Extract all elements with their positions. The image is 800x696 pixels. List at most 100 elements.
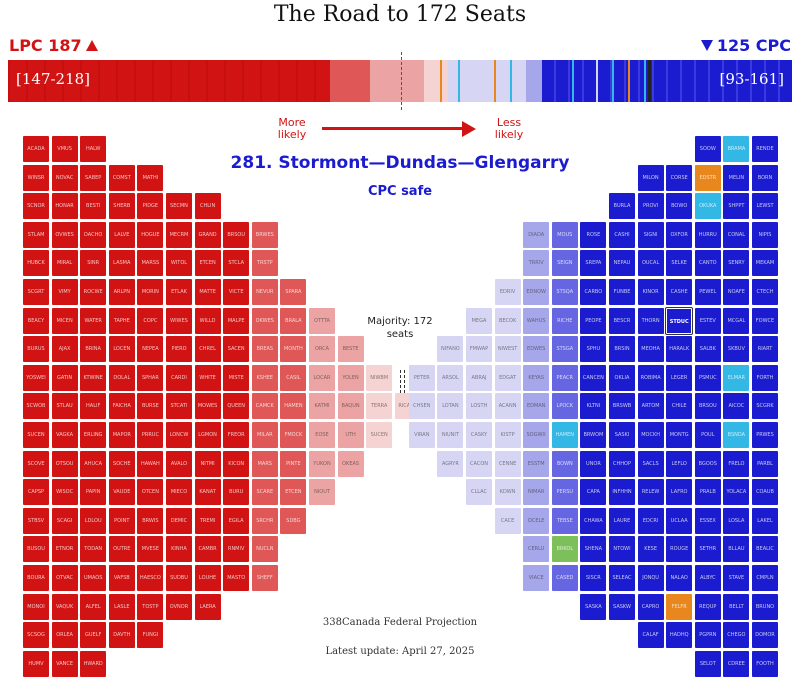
- riding-cell-cpc-meoha[interactable]: MEOHA: [637, 336, 664, 363]
- riding-cell-lpc-victe[interactable]: VICTE: [223, 279, 250, 305]
- riding-cell-cpc-abraj[interactable]: ABRAJ: [466, 364, 492, 391]
- riding-cell-cpc-unor[interactable]: UNOR: [580, 450, 607, 477]
- riding-cell-cpc-rouge[interactable]: ROUGE: [666, 536, 693, 563]
- riding-cell-lpc-mars[interactable]: MARS: [251, 450, 278, 477]
- riding-cell-cpc-stduc[interactable]: STDUC: [665, 306, 694, 335]
- riding-cell-cpc-kese[interactable]: KESE: [637, 536, 664, 563]
- riding-cell-cpc-leger[interactable]: LEGER: [666, 364, 693, 391]
- riding-cell-lpc-burse[interactable]: BURSE: [137, 393, 164, 420]
- riding-cell-cpc-senry[interactable]: SENRY: [723, 250, 750, 277]
- riding-cell-cpc-laure[interactable]: LAURE: [609, 507, 635, 534]
- riding-cell-lpc-sucen[interactable]: SUCEN: [23, 422, 49, 448]
- riding-cell-cpc-lotan[interactable]: LOTAN: [437, 393, 464, 420]
- riding-cell-lpc-miral[interactable]: MIRAL: [51, 250, 78, 277]
- riding-cell-cpc-scgrk[interactable]: SCGRK: [752, 393, 778, 420]
- riding-cell-cpc-stave[interactable]: STAVE: [723, 565, 750, 591]
- riding-cell-lpc-erling[interactable]: ERLING: [80, 422, 107, 448]
- riding-cell-cpc-brama[interactable]: BRAMA: [723, 136, 750, 162]
- riding-cell-lpc-brsou[interactable]: BRSOU: [223, 221, 250, 248]
- riding-cell-lpc-pidge[interactable]: PIDGE: [137, 193, 164, 220]
- riding-cell-lpc-beste[interactable]: BESTE: [337, 336, 364, 363]
- riding-cell-lpc-sheff[interactable]: SHEFF: [251, 565, 278, 591]
- riding-cell-lpc-breas[interactable]: BREAS: [251, 336, 278, 363]
- riding-cell-cpc-funbe[interactable]: FUNBE: [609, 279, 635, 305]
- riding-cell-lpc-milar[interactable]: MILAR: [251, 422, 278, 448]
- riding-cell-lpc-humv[interactable]: HUMV: [23, 650, 49, 677]
- riding-cell-lpc-nitmi[interactable]: NITMI: [194, 450, 221, 477]
- riding-cell-lpc-piero[interactable]: PIERO: [166, 336, 192, 363]
- riding-cell-lpc-papin[interactable]: PAPIN: [80, 479, 107, 506]
- riding-cell-cpc-bescr[interactable]: BESCR: [609, 307, 635, 334]
- riding-cell-cpc-kistp[interactable]: KISTP: [494, 422, 521, 448]
- riding-cell-cpc-relew[interactable]: RELEW: [637, 479, 664, 506]
- riding-cell-lpc-yoswei[interactable]: YOSWEI: [23, 364, 49, 391]
- riding-cell-cpc-estev[interactable]: ESTEV: [694, 307, 721, 334]
- riding-cell-lpc-scnor[interactable]: SCNOR: [23, 193, 49, 220]
- riding-cell-cpc-casky[interactable]: CASKY: [466, 422, 492, 448]
- riding-cell-cpc-calaf[interactable]: CALAF: [637, 622, 664, 649]
- riding-cell-cpc-kltni[interactable]: KLTNI: [580, 393, 607, 420]
- riding-cell-cpc-capro[interactable]: CAPRO: [637, 593, 664, 620]
- riding-cell-lpc-yolen[interactable]: YOLEN: [337, 364, 364, 391]
- riding-cell-lpc-hawah[interactable]: HAWAH: [137, 450, 164, 477]
- riding-cell-cpc-pewel[interactable]: PEWEL: [694, 279, 721, 305]
- riding-cell-lpc-brwes[interactable]: BRWES: [251, 221, 278, 248]
- riding-cell-cpc-viace[interactable]: VIACE: [523, 565, 550, 591]
- riding-cell-cpc-peter[interactable]: PETER: [408, 364, 435, 391]
- riding-cell-lpc-grand[interactable]: GRAND: [194, 221, 221, 248]
- riding-cell-lpc-wisoc[interactable]: WISOC: [51, 479, 78, 506]
- riding-cell-lpc-soche[interactable]: SOCHE: [108, 450, 135, 477]
- riding-cell-lpc-brala[interactable]: BRALA: [280, 307, 307, 334]
- riding-cell-lpc-busou[interactable]: BUSOU: [23, 536, 49, 563]
- riding-cell-cpc-cace[interactable]: CACE: [494, 507, 521, 534]
- riding-cell-cpc-edgat[interactable]: EDGAT: [494, 364, 521, 391]
- riding-cell-cpc-melin[interactable]: MELIN: [723, 164, 750, 191]
- riding-cell-lpc-cardi[interactable]: CARDI: [166, 364, 192, 391]
- riding-cell-lpc-scwob[interactable]: SCWOB: [23, 393, 49, 420]
- riding-cell-cpc-parbl[interactable]: PARBL: [752, 450, 778, 477]
- riding-cell-cpc-cerlu[interactable]: CERLU: [523, 536, 550, 563]
- riding-cell-cpc-riart[interactable]: RIART: [752, 336, 778, 363]
- riding-cell-cpc-chhop[interactable]: CHHOP: [609, 450, 635, 477]
- riding-cell-cpc-acann[interactable]: ACANN: [494, 393, 521, 420]
- riding-cell-lpc-mvese[interactable]: MVESE: [137, 536, 164, 563]
- riding-cell-lpc-niout[interactable]: NIOUT: [309, 479, 335, 506]
- riding-cell-cpc-mekam[interactable]: MEKAM: [752, 250, 778, 277]
- riding-cell-lpc-month[interactable]: MONTH: [280, 336, 307, 363]
- riding-cell-cpc-lakel[interactable]: LAKEL: [752, 507, 778, 534]
- riding-cell-cpc-nepau[interactable]: NEPAU: [609, 250, 635, 277]
- riding-cell-cpc-riche[interactable]: RICHE: [551, 307, 578, 334]
- riding-cell-cpc-requp[interactable]: REQUP: [694, 593, 721, 620]
- riding-cell-lpc-brina[interactable]: BRINA: [80, 336, 107, 363]
- riding-cell-lpc-tremi[interactable]: TREMI: [194, 507, 221, 534]
- riding-cell-cpc-artom[interactable]: ARTOM: [637, 393, 664, 420]
- riding-cell-lpc-lasma[interactable]: LASMA: [108, 250, 135, 277]
- riding-cell-cpc-edriv[interactable]: EDRIV: [494, 279, 521, 305]
- riding-cell-cpc-hamen[interactable]: HAMEN: [551, 422, 578, 448]
- riding-cell-lpc-katmi[interactable]: KATMI: [309, 393, 335, 420]
- riding-cell-cpc-sethr[interactable]: SETHR: [694, 536, 721, 563]
- riding-cell-cpc-canto[interactable]: CANTO: [694, 250, 721, 277]
- riding-cell-cpc-lewst[interactable]: LEWST: [752, 193, 778, 220]
- riding-cell-cpc-srepa[interactable]: SREPA: [580, 250, 607, 277]
- riding-cell-cpc-ctech[interactable]: CTECH: [752, 279, 778, 305]
- riding-cell-lpc-brwis[interactable]: BRWIS: [137, 507, 164, 534]
- riding-cell-cpc-brwom[interactable]: BRWOM: [580, 422, 607, 448]
- riding-cell-cpc-trriv[interactable]: TRRIV: [523, 250, 550, 277]
- riding-cell-cpc-selot[interactable]: SELOT: [694, 650, 721, 677]
- riding-cell-lpc-haesco[interactable]: HAESCO: [137, 565, 164, 591]
- riding-cell-lpc-casil[interactable]: CASIL: [280, 364, 307, 391]
- riding-cell-cpc-footh[interactable]: FOOTH: [752, 650, 778, 677]
- riding-cell-cpc-ednow[interactable]: EDNOW: [523, 279, 550, 305]
- riding-cell-cpc-cased[interactable]: CASED: [551, 565, 578, 591]
- riding-cell-lpc-etlak[interactable]: ETLAK: [166, 279, 192, 305]
- riding-cell-cpc-okuka[interactable]: OKUKA: [694, 193, 721, 220]
- riding-cell-lpc-sinr[interactable]: SINR: [80, 250, 107, 277]
- riding-cell-cpc-edman[interactable]: EDMAN: [523, 393, 550, 420]
- riding-cell-lpc-vaude[interactable]: VAUDE: [108, 479, 135, 506]
- riding-cell-cpc-cmpln[interactable]: CMPLN: [752, 565, 778, 591]
- riding-cell-lpc-matte[interactable]: MATTE: [194, 279, 221, 305]
- riding-cell-lpc-vmus[interactable]: VMUS: [51, 136, 78, 162]
- riding-cell-cpc-cacon[interactable]: CACON: [466, 450, 492, 477]
- riding-cell-cpc-milon[interactable]: MILON: [637, 164, 664, 191]
